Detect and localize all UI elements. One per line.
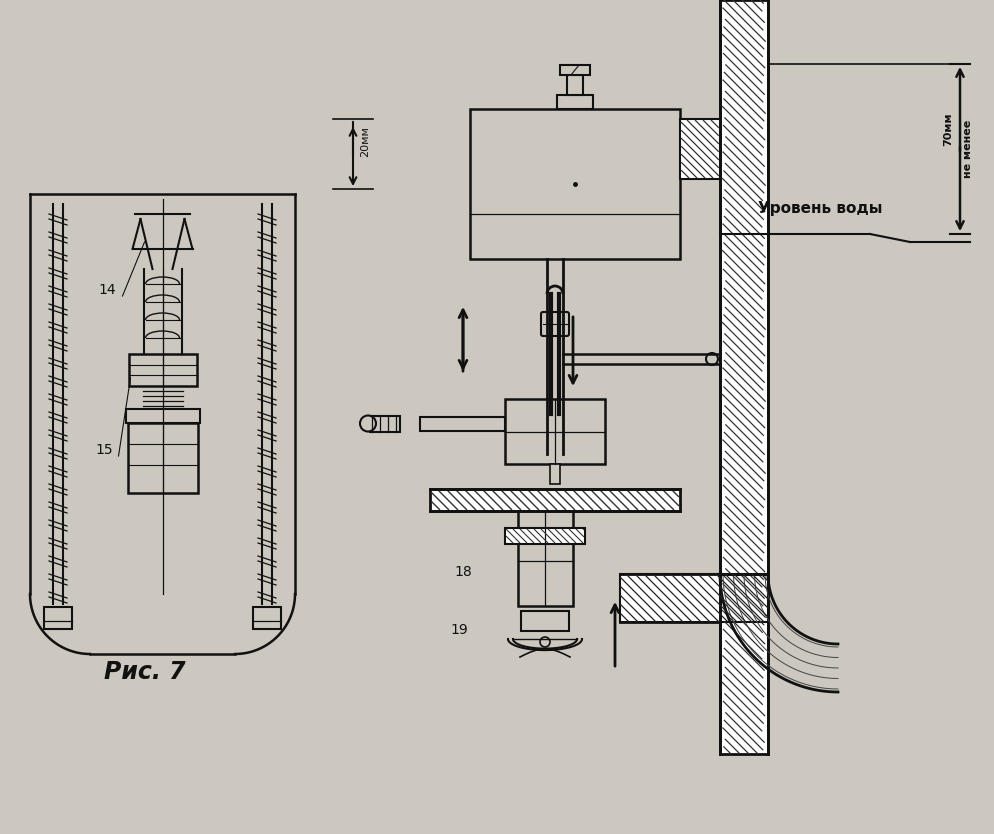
Bar (680, 119, 720, 179)
Bar (505, 528, 585, 544)
Bar (125, 409, 200, 423)
Bar (720, 0, 768, 754)
Text: 18: 18 (454, 565, 472, 579)
Circle shape (540, 637, 550, 647)
Bar (620, 574, 768, 622)
Bar (560, 65, 590, 75)
Bar (557, 95, 593, 109)
Text: 20мм: 20мм (360, 126, 370, 157)
Bar (521, 611, 569, 631)
Bar (518, 511, 573, 606)
Text: Уровень воды: Уровень воды (757, 201, 883, 216)
Bar (470, 109, 680, 259)
Text: 19: 19 (450, 623, 468, 637)
FancyBboxPatch shape (541, 312, 569, 336)
Text: 14: 14 (98, 283, 116, 297)
Bar (127, 423, 198, 493)
Circle shape (706, 353, 718, 365)
Text: 15: 15 (95, 443, 113, 457)
Bar (44, 607, 72, 629)
Bar (567, 75, 583, 95)
Bar (505, 399, 605, 464)
Bar (370, 415, 400, 431)
Circle shape (360, 415, 376, 431)
Text: 70мм: 70мм (943, 113, 953, 146)
Text: Рис. 7: Рис. 7 (104, 660, 186, 684)
Bar (430, 489, 680, 511)
Bar (253, 607, 281, 629)
Bar (128, 354, 197, 386)
Text: не менее: не менее (963, 120, 973, 178)
Bar (420, 416, 505, 430)
Bar (550, 464, 560, 484)
